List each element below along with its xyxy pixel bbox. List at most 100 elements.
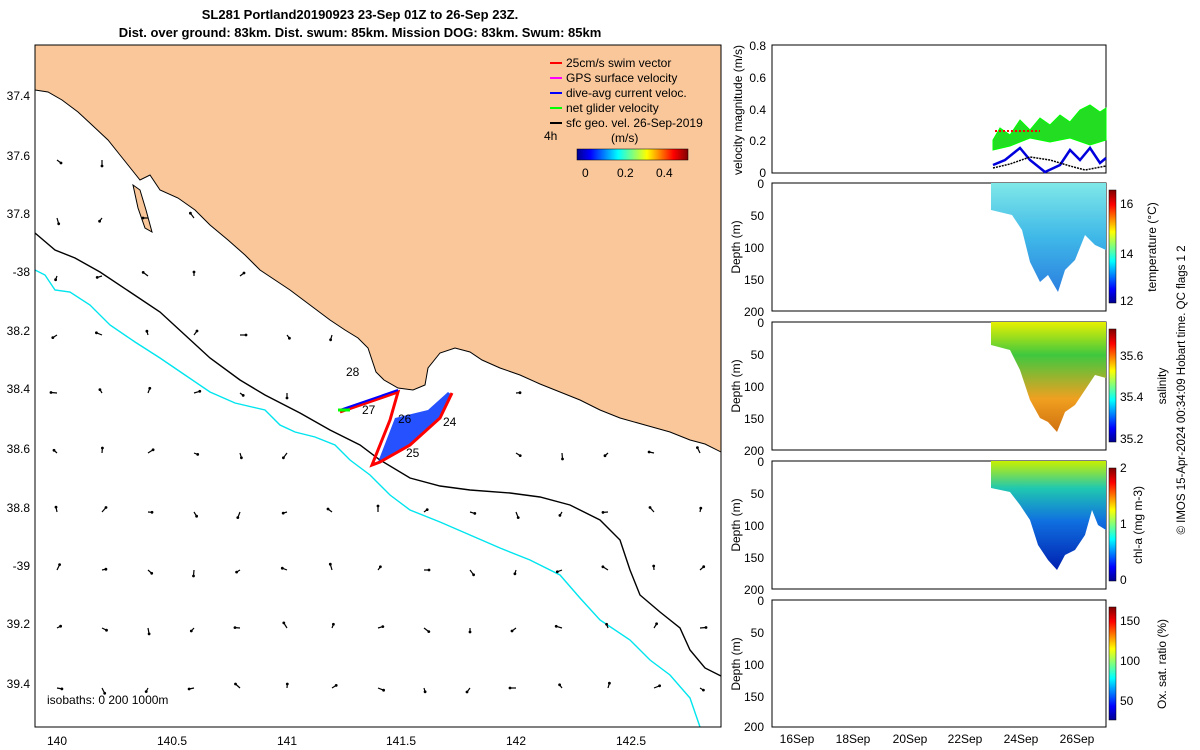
svg-text:39.2: 39.2 bbox=[7, 617, 31, 631]
svg-text:35.4: 35.4 bbox=[1120, 390, 1144, 404]
velocity-arrow-head bbox=[472, 573, 475, 577]
velocity-arrow-head bbox=[282, 621, 286, 625]
velocity-arrow-head bbox=[555, 570, 559, 574]
velocity-arrow-head bbox=[196, 453, 200, 456]
velocity-arrow-head bbox=[98, 388, 102, 391]
velocity-panel[interactable]: 0 0.2 0.4 0.6 0.8 velocity magnitude (m/… bbox=[731, 39, 1107, 180]
svg-text:50: 50 bbox=[1120, 694, 1134, 708]
svg-text:100: 100 bbox=[744, 241, 764, 255]
chla-panel[interactable]: 0 50 100 150 200 Depth (m) 0 1 2 chl-a (… bbox=[729, 455, 1145, 597]
velocity-arrow-head bbox=[510, 629, 514, 633]
velocity-arrow-head bbox=[192, 270, 196, 274]
oxygen-ylabel: Depth (m) bbox=[729, 637, 743, 690]
velocity-arrow-head bbox=[54, 505, 58, 509]
velocity-arrow-head bbox=[518, 391, 522, 395]
legend-dive-avg: dive-avg current veloc. bbox=[566, 86, 687, 100]
velocity-arrow-head bbox=[285, 396, 289, 400]
svg-text:150: 150 bbox=[1120, 614, 1140, 628]
svg-text:150: 150 bbox=[744, 690, 764, 704]
svg-text:0.8: 0.8 bbox=[749, 39, 766, 53]
velocity-arrow-head bbox=[98, 219, 101, 223]
cbar-tick-1: 0.2 bbox=[617, 166, 634, 180]
velocity-arrow-head bbox=[189, 211, 192, 215]
velocity-arrow-head bbox=[242, 271, 246, 275]
velocity-arrow-head bbox=[558, 683, 561, 687]
svg-text:142.5: 142.5 bbox=[616, 734, 646, 748]
salinity-ylabel: Depth (m) bbox=[729, 359, 743, 412]
svg-text:140.5: 140.5 bbox=[157, 734, 187, 748]
svg-text:200: 200 bbox=[744, 720, 764, 734]
svg-text:200: 200 bbox=[744, 305, 764, 319]
svg-text:50: 50 bbox=[751, 209, 765, 223]
svg-text:37.6: 37.6 bbox=[7, 149, 31, 163]
svg-text:16Sep: 16Sep bbox=[780, 732, 815, 746]
velocity-arrow-head bbox=[376, 504, 380, 508]
velocity-arrow-head bbox=[513, 572, 517, 576]
map-title-line-1: SL281 Portland20190923 23-Sep 01Z to 26-… bbox=[201, 7, 519, 22]
velocity-arrow-head bbox=[147, 632, 151, 636]
velocity-arrow-head bbox=[151, 448, 155, 452]
velocity-arrow-head bbox=[601, 565, 605, 569]
velocity-arrow-head bbox=[187, 687, 191, 691]
velocity-arrow-head bbox=[702, 565, 706, 569]
velocity-arrow-head bbox=[103, 691, 107, 695]
velocity-arrow-head bbox=[655, 622, 658, 626]
svg-text:0: 0 bbox=[757, 594, 764, 608]
velocity-arrow-head bbox=[104, 567, 108, 571]
velocity-arrow-head bbox=[334, 684, 338, 687]
chla-cbar-label: chl-a (mg m-3) bbox=[1131, 486, 1145, 564]
svg-text:150: 150 bbox=[744, 273, 764, 287]
velocity-arrow-head bbox=[59, 624, 62, 628]
isobath-200m bbox=[35, 232, 721, 677]
velocity-arrow-head bbox=[647, 450, 651, 454]
velocity-arrow-head bbox=[281, 511, 285, 515]
temperature-panel[interactable]: 0 50 100 150 200 Depth (m) 12 14 16 temp… bbox=[729, 177, 1159, 319]
velocity-arrow-head bbox=[473, 512, 477, 515]
velocity-arrow-head bbox=[329, 338, 332, 342]
day-label-27: 27 bbox=[362, 403, 376, 417]
velocity-arrow-head bbox=[240, 456, 243, 460]
velocity-arrow-head bbox=[198, 389, 202, 393]
svg-text:35.6: 35.6 bbox=[1120, 349, 1144, 363]
velocity-arrow-head bbox=[54, 278, 57, 282]
map-panel[interactable]: 28 27 26 24 25 isobaths: 0 200 1000m 25c… bbox=[7, 44, 722, 748]
chla-ylabel: Depth (m) bbox=[729, 498, 743, 551]
speed-colorbar bbox=[576, 148, 689, 161]
velocity-arrow-head bbox=[59, 161, 63, 165]
velocity-arrow-head bbox=[49, 391, 53, 394]
svg-text:39.4: 39.4 bbox=[7, 677, 31, 691]
surface-velocity-arrows bbox=[49, 159, 708, 695]
velocity-arrow-head bbox=[150, 571, 154, 575]
salinity-panel[interactable]: 0 50 100 150 200 Depth (m) 35.2 35.4 35.… bbox=[729, 316, 1169, 458]
legend-gps-velocity: GPS surface velocity bbox=[566, 71, 677, 85]
velocity-arrow-head bbox=[280, 566, 284, 570]
svg-text:38.2: 38.2 bbox=[7, 324, 31, 338]
svg-text:1: 1 bbox=[1120, 517, 1127, 531]
day-label-28: 28 bbox=[346, 365, 360, 379]
velocity-arrow-head bbox=[52, 448, 56, 452]
velocity-arrow-head bbox=[244, 333, 248, 337]
velocity-arrow-head bbox=[105, 628, 108, 632]
imos-credit: © IMOS 15-Apr-2024 00:34:09 Hobart time.… bbox=[1176, 245, 1188, 534]
legend-swim-vector: 25cm/s swim vector bbox=[566, 56, 671, 70]
velocity-arrow-head bbox=[235, 570, 239, 574]
velocity-arrow-head bbox=[702, 688, 705, 692]
velocity-arrow-head bbox=[558, 514, 562, 517]
velocity-arrow-head bbox=[326, 507, 330, 511]
temperature-cbar-label: temperature (°C) bbox=[1145, 202, 1159, 292]
velocity-arrow-head bbox=[282, 456, 285, 460]
svg-text:141.5: 141.5 bbox=[386, 734, 416, 748]
velocity-arrow-head bbox=[603, 454, 607, 458]
svg-text:50: 50 bbox=[751, 487, 765, 501]
svg-text:-38: -38 bbox=[13, 265, 31, 279]
svg-text:0: 0 bbox=[1120, 573, 1127, 587]
oxygen-panel[interactable]: 0 50 100 150 200 Depth (m) 50 100 150 Ox… bbox=[729, 594, 1169, 734]
svg-text:200: 200 bbox=[744, 583, 764, 597]
svg-text:-39: -39 bbox=[13, 559, 31, 573]
svg-text:50: 50 bbox=[751, 348, 765, 362]
geo-velocity-trace bbox=[992, 156, 1107, 171]
velocity-arrow-head bbox=[141, 271, 145, 274]
svg-text:38.8: 38.8 bbox=[7, 501, 31, 515]
isobaths-label: isobaths: 0 200 1000m bbox=[47, 693, 168, 707]
velocity-arrow-head bbox=[332, 622, 335, 626]
